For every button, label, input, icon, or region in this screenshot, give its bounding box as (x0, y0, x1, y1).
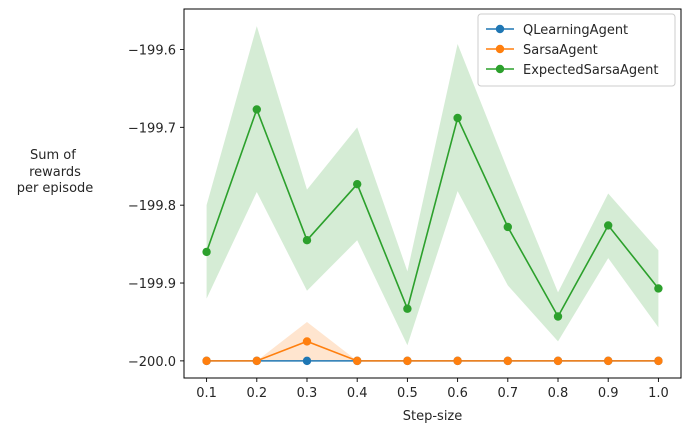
x-axis-label: Step-size (403, 409, 463, 424)
data-point-2-6 (503, 222, 512, 232)
x-tick-label-4: 0.5 (397, 386, 418, 401)
data-point-1-9 (654, 356, 663, 366)
x-tick-label-5: 0.6 (447, 386, 468, 401)
y-tick-label-0: −200.0 (128, 355, 176, 370)
legend-box (477, 13, 676, 87)
x-tick-label-2: 0.3 (297, 386, 318, 401)
legend-marker-0 (495, 24, 505, 34)
y-tick-label-2: −199.8 (128, 199, 176, 214)
data-point-1-5 (453, 356, 462, 366)
band-2 (206, 26, 659, 346)
data-point-1-7 (553, 356, 563, 366)
confidence-bands (206, 26, 659, 361)
legend-marker-1 (495, 44, 505, 54)
legend-label-0: QLearningAgent (523, 23, 628, 38)
series-line-2 (205, 107, 660, 319)
data-point-2-4 (403, 304, 412, 313)
data-point-2-5 (453, 113, 462, 123)
data-point-1-4 (403, 356, 412, 366)
series-line-1 (206, 340, 659, 362)
data-point-2-1 (252, 105, 261, 114)
data-point-1-8 (604, 356, 613, 366)
legend-marker-2 (495, 64, 505, 74)
y-tick-label-4: −199.6 (128, 43, 176, 58)
data-point-2-2 (302, 236, 312, 245)
x-tick-label-9: 1.0 (648, 386, 669, 401)
data-point-2-8 (604, 221, 613, 230)
y-axis-ticks: −200.0 −199.9 −199.8 −199.7 −199.6 (128, 43, 184, 370)
series-markers (202, 105, 663, 366)
plot-frame (183, 8, 682, 379)
y-axis-label-line-3: per episode (17, 181, 94, 196)
y-axis-label: Sum of rewards per episode (17, 148, 94, 196)
data-point-0-2 (302, 356, 312, 366)
data-point-1-0 (202, 356, 211, 366)
legend-label-2: ExpectedSarsaAgent (523, 63, 658, 78)
series-lines (205, 107, 660, 362)
data-point-1-2 (302, 337, 312, 346)
x-tick-label-0: 0.1 (196, 386, 217, 401)
x-axis-ticks: 0.1 0.2 0.3 0.4 0.5 0.6 0.7 0.8 0.9 1.0 (196, 378, 669, 401)
x-tick-label-3: 0.4 (347, 386, 368, 401)
x-tick-label-1: 0.2 (246, 386, 267, 401)
x-tick-label-7: 0.8 (548, 386, 569, 401)
x-tick-label-6: 0.7 (497, 386, 518, 401)
x-tick-label-8: 0.9 (598, 386, 619, 401)
y-tick-label-1: −199.9 (128, 277, 176, 292)
data-point-2-9 (654, 284, 663, 293)
data-point-1-3 (353, 356, 362, 366)
data-point-1-6 (503, 356, 512, 366)
legend-label-1: SarsaAgent (523, 43, 598, 58)
y-tick-label-3: −199.7 (128, 121, 176, 136)
legend: QLearningAgent SarsaAgent ExpectedSarsaAge… (477, 13, 676, 87)
y-axis-label-line-1: Sum of (30, 148, 76, 163)
data-point-1-1 (252, 356, 261, 366)
data-point-2-3 (353, 179, 362, 189)
data-point-2-7 (553, 312, 563, 321)
data-point-2-0 (202, 247, 211, 257)
band-1 (206, 321, 659, 361)
y-axis-label-line-2: rewards (25, 165, 81, 180)
